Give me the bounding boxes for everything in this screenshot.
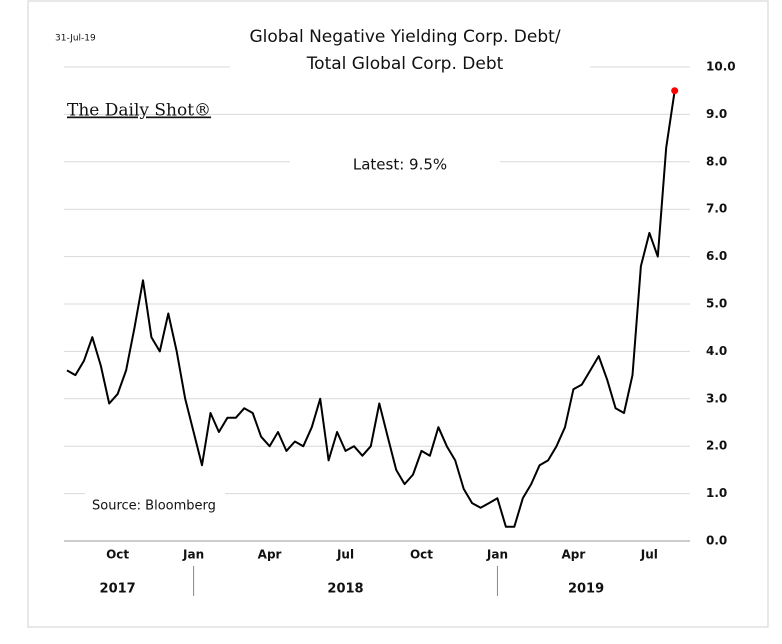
x-tick-label: Oct [410,548,433,562]
source-backdrop [85,490,225,520]
x-tick-label: Jan [182,548,204,562]
y-tick-label: 2.0 [706,439,727,453]
y-tick-label: 9.0 [706,107,727,121]
y-tick-label: 4.0 [706,344,727,358]
y-tick-label: 8.0 [706,154,727,168]
year-label: 2017 [100,582,136,597]
y-tick-label: 5.0 [706,297,727,311]
y-tick-label: 7.0 [706,202,727,216]
latest-point [671,87,679,95]
x-tick-label: Jul [640,548,658,562]
year-label: 2018 [327,582,363,597]
date: 31-Jul-19 [55,34,96,44]
frame [27,0,769,628]
watermark: The Daily Shot® [67,101,211,121]
x-tick-label: Apr [258,548,282,562]
x-tick-label: Jan [486,548,508,562]
y-tick-label: 0.0 [706,534,727,548]
y-tick-label: 1.0 [706,486,727,500]
chart-title: Global Negative Yielding Corp. Debt/ [249,27,560,47]
chart-title: Total Global Corp. Debt [306,54,504,74]
y-tick-label: 3.0 [706,391,727,405]
x-tick-label: Apr [562,548,586,562]
title-backdrop [230,22,590,80]
x-tick-label: Oct [106,548,129,562]
line [66,90,676,528]
x-tick-label: Jul [336,548,354,562]
year-label: 2019 [568,582,604,597]
annotation-backdrop [290,148,500,182]
source: Source: Bloomberg [92,499,216,514]
annotation: Latest: 9.5% [353,156,447,174]
y-tick-label: 10.0 [706,60,736,74]
y-tick-label: 6.0 [706,249,727,263]
